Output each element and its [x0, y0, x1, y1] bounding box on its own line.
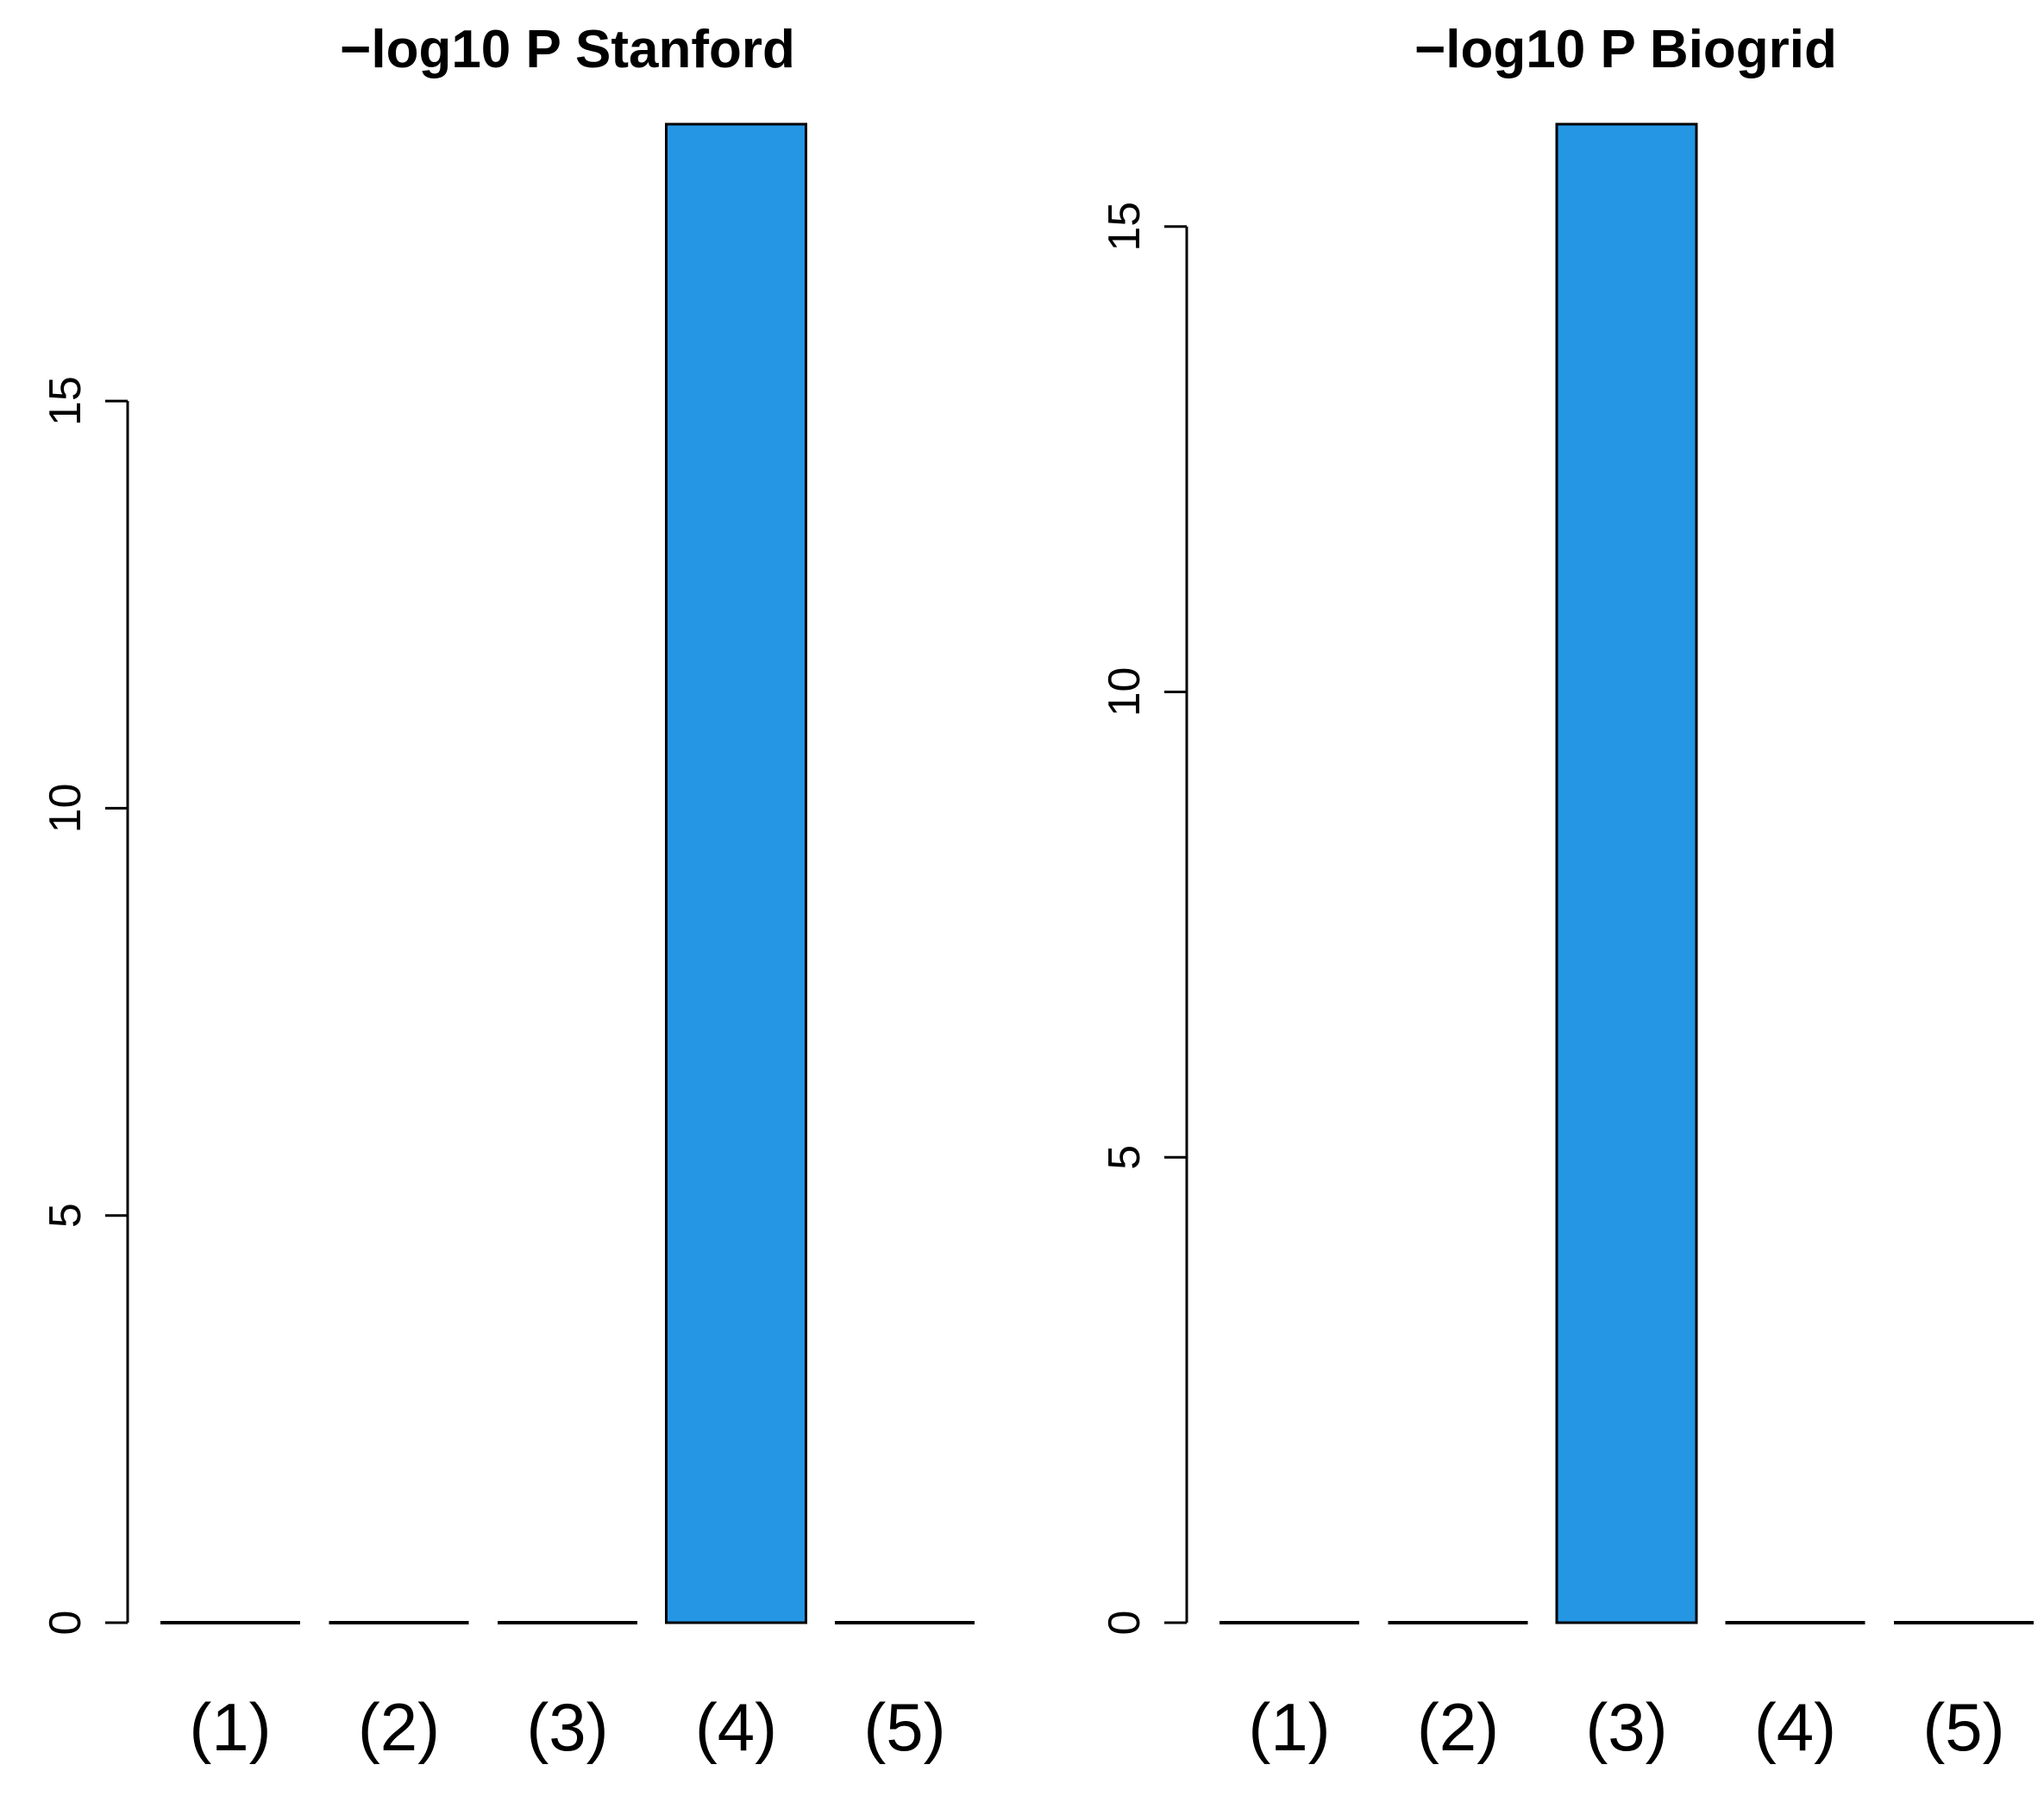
bar	[1555, 122, 1698, 1624]
y-tick-label: 10	[41, 784, 91, 834]
y-tick-label: 0	[1100, 1611, 1150, 1636]
x-category-label: (1)	[1248, 1689, 1330, 1765]
x-category-label: (5)	[863, 1689, 945, 1765]
x-category-label: (3)	[526, 1689, 608, 1765]
chart-panel-stanford: −log10 P Stanford 0 5 10 15 (1) (2) (3) (4) (5)	[41, 20, 975, 1765]
x-category-label: (1)	[189, 1689, 271, 1765]
y-tick-label: 10	[1100, 667, 1150, 717]
x-category-label: (4)	[695, 1689, 777, 1765]
x-category-label: (4)	[1754, 1689, 1836, 1765]
bar	[665, 122, 807, 1624]
y-tick-label: 15	[1100, 202, 1150, 252]
x-category-label: (2)	[1417, 1689, 1499, 1765]
y-tick-label: 5	[41, 1203, 91, 1228]
y-tick-label: 5	[1100, 1145, 1150, 1170]
x-category-label: (2)	[358, 1689, 440, 1765]
x-category-label: (3)	[1585, 1689, 1667, 1765]
chart-title: −log10 P Stanford	[340, 20, 795, 79]
chart-title: −log10 P Biogrid	[1414, 20, 1837, 79]
y-tick-label: 15	[41, 376, 91, 426]
x-category-label: (5)	[1922, 1689, 2004, 1765]
y-tick-label: 0	[41, 1611, 91, 1636]
chart-panel-biogrid: −log10 P Biogrid 0 5 10 15 (1) (2) (3) (4) (5)	[1100, 20, 2034, 1765]
